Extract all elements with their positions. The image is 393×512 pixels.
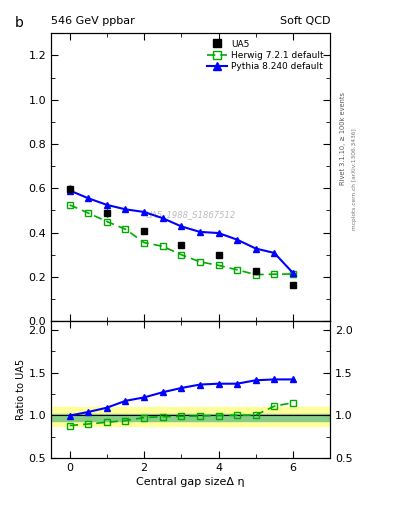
X-axis label: Central gap sizeΔ η: Central gap sizeΔ η bbox=[136, 477, 245, 487]
Text: mcplots.cern.ch [arXiv:1306.3436]: mcplots.cern.ch [arXiv:1306.3436] bbox=[352, 129, 357, 230]
Bar bbox=[51, 407, 330, 425]
Text: UA5_1988_S1867512: UA5_1988_S1867512 bbox=[145, 210, 236, 219]
Text: Rivet 3.1.10, ≥ 100k events: Rivet 3.1.10, ≥ 100k events bbox=[340, 92, 346, 185]
Bar bbox=[51, 414, 330, 420]
Legend: UA5, Herwig 7.2.1 default, Pythia 8.240 default: UA5, Herwig 7.2.1 default, Pythia 8.240 … bbox=[205, 38, 326, 73]
Y-axis label: Ratio to UA5: Ratio to UA5 bbox=[16, 359, 26, 420]
Text: b: b bbox=[15, 16, 24, 30]
Text: Soft QCD: Soft QCD bbox=[280, 16, 330, 26]
Text: 546 GeV ppbar: 546 GeV ppbar bbox=[51, 16, 135, 26]
